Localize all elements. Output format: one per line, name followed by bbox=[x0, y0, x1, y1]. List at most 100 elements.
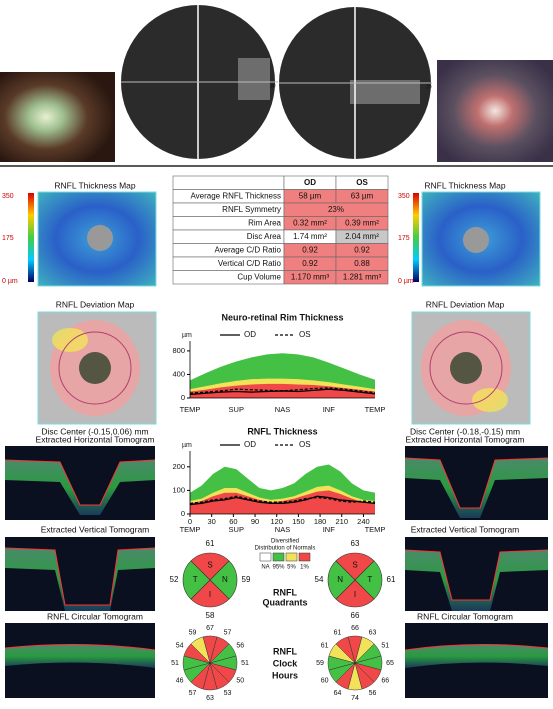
sector-letter: I bbox=[354, 590, 356, 599]
sector-value: 60 bbox=[321, 677, 329, 684]
table-value: 0.32 mm² bbox=[293, 218, 327, 227]
quadrant-sector bbox=[327, 560, 356, 600]
series-line bbox=[189, 387, 376, 394]
x-tick-label: 120 bbox=[270, 517, 283, 526]
y-tick-label: 0 bbox=[181, 509, 185, 518]
tomogram bbox=[4, 446, 156, 520]
y-tick-label: 400 bbox=[172, 369, 185, 378]
quadrant-sector bbox=[354, 560, 383, 600]
quadrant-sector bbox=[335, 579, 375, 608]
sector-value: 63 bbox=[369, 630, 377, 637]
color-scale bbox=[28, 193, 34, 282]
legend-title: Diversified bbox=[271, 539, 299, 545]
disc bbox=[87, 225, 113, 251]
row-label: Average C/D Ratio bbox=[214, 245, 281, 254]
clock-sector bbox=[335, 636, 356, 664]
quadrant-sector bbox=[209, 560, 238, 600]
table-value: 1.170 mm³ bbox=[291, 272, 330, 281]
scale-label: 175 bbox=[398, 235, 410, 242]
legend-label: OS bbox=[299, 330, 311, 339]
table-value: 0.88 bbox=[354, 259, 370, 268]
disc-center: Disc Center (-0.15,0.06) mm bbox=[41, 426, 148, 436]
table-value: 0.92 bbox=[302, 245, 318, 254]
chart-title: RNFL Thickness bbox=[247, 426, 317, 436]
sector-value: 59 bbox=[316, 660, 324, 667]
section-title: RNFL bbox=[273, 587, 297, 597]
sector-value: 56 bbox=[236, 642, 244, 649]
legend-label: 1% bbox=[300, 565, 309, 571]
sector-value: 50 bbox=[236, 677, 244, 684]
tomogram bbox=[4, 537, 156, 611]
table-value: 0.39 mm² bbox=[345, 218, 379, 227]
table-value: 0.92 bbox=[302, 259, 318, 268]
row-label: Vertical C/D Ratio bbox=[218, 259, 282, 268]
sector-value: 61 bbox=[206, 539, 215, 548]
quadrant-sector bbox=[190, 552, 230, 581]
sector-value: 51 bbox=[381, 642, 389, 649]
x-tick-label: NAS bbox=[275, 405, 290, 414]
x-tick-label: 90 bbox=[251, 517, 259, 526]
sector-letter: N bbox=[222, 575, 228, 584]
x-tick-label: TEMP bbox=[180, 405, 201, 414]
deviation-map-os bbox=[411, 311, 531, 425]
sector-value: 52 bbox=[170, 575, 179, 584]
legend-swatch bbox=[285, 552, 298, 562]
panel-title: RNFL Thickness Map bbox=[424, 180, 506, 190]
x-tick-label: 0 bbox=[188, 517, 192, 526]
panel-title: Extracted Horizontal Tomogram bbox=[406, 434, 525, 444]
legend-swatch bbox=[272, 552, 285, 562]
panel-title: RNFL Deviation Map bbox=[426, 299, 505, 309]
field-axis-label: 30 bbox=[270, 83, 276, 89]
axis-label: µm bbox=[182, 442, 192, 449]
table-header: OS bbox=[356, 178, 368, 187]
sector-value: 54 bbox=[176, 642, 184, 649]
x-tick-label: INF bbox=[323, 405, 336, 414]
y-tick-label: 800 bbox=[172, 346, 185, 355]
scale-label: 175 bbox=[2, 235, 14, 242]
legend-label: NA bbox=[261, 565, 269, 571]
series-line bbox=[189, 495, 376, 506]
field-axis-label: 30 bbox=[426, 84, 432, 90]
sector-value: 59 bbox=[242, 575, 251, 584]
tomogram bbox=[4, 623, 156, 698]
quadrant-sector bbox=[182, 560, 211, 600]
x-region-label: TEMP bbox=[365, 525, 386, 534]
y-tick-label: 0 bbox=[181, 393, 185, 402]
legend-title: Distribution of Normals bbox=[255, 546, 316, 552]
x-tick-label: 180 bbox=[314, 517, 327, 526]
sector-value: 61 bbox=[321, 642, 329, 649]
section-title: Hours bbox=[272, 670, 298, 680]
sector-value: 56 bbox=[369, 690, 377, 697]
sector-value: 67 bbox=[206, 625, 214, 632]
legend-label: OD bbox=[244, 330, 256, 339]
x-tick-label: TEMP bbox=[365, 405, 386, 414]
sector-value: 51 bbox=[171, 660, 179, 667]
panel-title: RNFL Circular Tomogram bbox=[47, 611, 143, 621]
sector-value: 63 bbox=[206, 695, 214, 702]
deviation-map-od bbox=[37, 311, 157, 425]
row-label: RNFL Symmetry bbox=[222, 205, 281, 214]
visual-field-od bbox=[121, 5, 278, 159]
table-value: 1.74 mm² bbox=[293, 232, 327, 241]
fundus-photo-od bbox=[0, 72, 115, 162]
x-tick-label: 240 bbox=[357, 517, 370, 526]
table-value: 1.281 mm³ bbox=[343, 272, 382, 281]
disc bbox=[463, 227, 489, 253]
table-value: 2.04 mm² bbox=[345, 232, 379, 241]
section-title: RNFL bbox=[273, 646, 297, 656]
fundus-photo-os bbox=[437, 60, 553, 162]
section-title: Quadrants bbox=[262, 597, 307, 607]
x-tick-label: 210 bbox=[336, 517, 349, 526]
sector-letter: S bbox=[352, 560, 357, 569]
x-tick-label: SUP bbox=[229, 405, 244, 414]
x-region-label: NAS bbox=[275, 525, 290, 534]
panel-title: Extracted Vertical Tomogram bbox=[41, 524, 150, 534]
sector-value: 74 bbox=[351, 695, 359, 702]
sector-value: 63 bbox=[351, 539, 360, 548]
legend-label: 95% bbox=[272, 565, 285, 571]
row-label: Average RNFL Thickness bbox=[190, 191, 281, 200]
x-region-label: SUP bbox=[229, 525, 244, 534]
sector-value: 61 bbox=[387, 575, 396, 584]
sector-value: 53 bbox=[224, 690, 232, 697]
sector-value: 57 bbox=[189, 690, 197, 697]
